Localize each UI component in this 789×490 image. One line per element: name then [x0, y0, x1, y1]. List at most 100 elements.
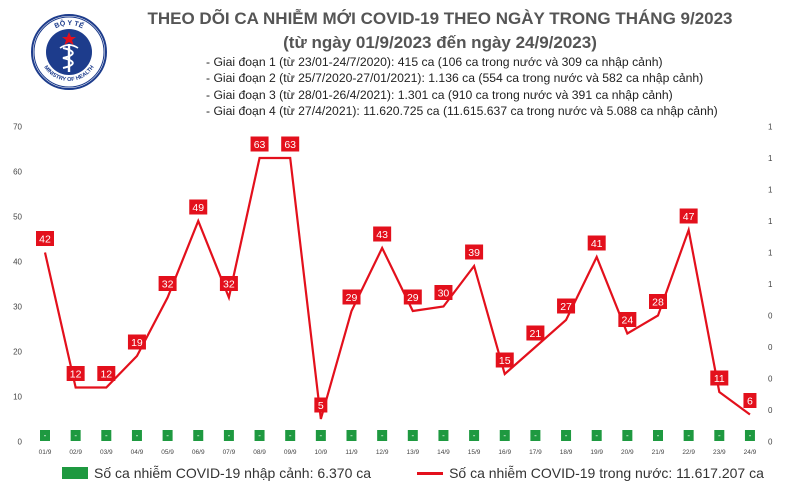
data-label: 6: [747, 396, 753, 408]
x-axis-tick-label: 18/9: [560, 449, 573, 456]
data-label-box: [314, 397, 328, 413]
imported-bar-label: -: [565, 431, 568, 440]
imported-bar: [438, 430, 449, 441]
x-axis-tick-label: 12/9: [376, 449, 389, 456]
imported-bar: [407, 430, 418, 441]
legend-label-domestic: Số ca nhiễm COVID-19 trong nước: 11.617.…: [449, 465, 764, 481]
imported-bar-label: -: [166, 431, 169, 440]
imported-bar-label: -: [320, 431, 323, 440]
imported-bar-label: -: [74, 431, 77, 440]
phase-item: - Giai đoạn 3 (từ 28/01-26/4/2021): 1.30…: [206, 87, 673, 102]
imported-bar-label: -: [595, 431, 598, 440]
x-axis-tick-label: 20/9: [621, 449, 634, 456]
data-label-box: [250, 136, 269, 152]
imported-bar: [469, 430, 480, 441]
y-axis-tick-label: 50: [13, 213, 22, 222]
y-axis-tick-label: 40: [13, 258, 22, 267]
legend-label-imported: Số ca nhiễm COVID-19 nhập cảnh: 6.370 ca: [94, 465, 372, 481]
x-axis-tick-label: 07/9: [223, 449, 236, 456]
x-axis-tick-label: 16/9: [498, 449, 511, 456]
imported-bar: [591, 430, 602, 441]
data-label-box: [127, 334, 146, 350]
imported-bar: [131, 430, 142, 441]
data-label-box: [495, 352, 514, 368]
imported-bar: [40, 430, 50, 441]
x-axis-tick-label: 08/9: [253, 449, 266, 456]
imported-bar: [223, 430, 234, 441]
x-axis-tick-label: 03/9: [100, 449, 113, 456]
data-label-box: [465, 244, 484, 260]
y2-axis-tick-label: 0: [768, 406, 773, 415]
data-label: 30: [438, 288, 450, 300]
x-axis-tick-label: 10/9: [315, 449, 328, 456]
x-axis-tick-label: 06/9: [192, 449, 205, 456]
imported-bar: [101, 430, 112, 441]
data-label-box: [281, 136, 300, 152]
imported-bar-label: -: [473, 431, 476, 440]
phase-summary-list: - Giai đoạn 1 (từ 23/01-24/7/2020): 415 …: [206, 54, 718, 119]
y2-axis-tick-label: 1: [768, 123, 773, 132]
data-label-box: [373, 226, 392, 242]
data-label: 5: [318, 400, 324, 412]
legend-swatch-domestic: [417, 471, 444, 475]
imported-bar-label: -: [657, 431, 660, 440]
phase-item: - Giai đoạn 1 (từ 23/01-24/7/2020): 415 …: [206, 55, 663, 69]
data-label: 63: [284, 139, 296, 151]
data-label: 24: [622, 315, 634, 327]
y-axis-tick-label: 30: [13, 303, 22, 312]
imported-bar-label: -: [44, 431, 47, 440]
data-label: 27: [560, 301, 572, 313]
imported-bar-label: -: [718, 431, 721, 440]
data-label-box: [743, 393, 757, 408]
imported-bar-label: -: [381, 431, 384, 440]
imported-bar: [622, 430, 633, 441]
y2-axis-tick-label: 0: [768, 312, 773, 321]
data-label: 11: [714, 373, 725, 385]
x-axis-tick-label: 02/9: [69, 449, 82, 456]
x-axis-tick-label: 24/9: [744, 449, 757, 456]
y-axis-tick-label: 10: [13, 393, 22, 402]
page-title: THEO DÕI CA NHIỄM MỚI COVID-19 THEO NGÀY…: [147, 9, 733, 28]
page-subtitle: (từ ngày 01/9/2023 đến ngày 24/9/2023): [283, 33, 597, 52]
data-label-box: [158, 276, 177, 291]
legend-item-imported: Số ca nhiễm COVID-19 nhập cảnh: 6.370 ca: [62, 465, 371, 481]
data-label: 32: [223, 279, 235, 291]
x-axis-tick-label: 17/9: [529, 449, 542, 456]
imported-bar-label: -: [350, 431, 353, 440]
data-label: 39: [468, 247, 480, 259]
data-label-box: [587, 235, 606, 251]
phase-item: - Giai đoạn 4 (từ 27/4/2021): 11.620.725…: [206, 103, 718, 118]
imported-bar-label: -: [687, 431, 690, 440]
imported-bar: [744, 430, 755, 441]
imported-bar: [70, 430, 81, 441]
y2-axis-tick-label: 1: [768, 186, 773, 195]
data-label: 47: [683, 211, 695, 223]
data-label-box: [526, 325, 545, 341]
imported-bar-label: -: [534, 431, 537, 440]
data-label-box: [66, 366, 85, 381]
data-label-box: [557, 298, 576, 314]
imported-bar-label: -: [749, 431, 752, 440]
data-label-box: [434, 285, 453, 300]
data-label-box: [189, 199, 208, 215]
imported-bar-label: -: [289, 431, 292, 440]
data-label-box: [618, 312, 637, 327]
imported-bar: [377, 430, 388, 441]
imported-bar-label: -: [197, 431, 200, 440]
data-label-box: [649, 294, 667, 309]
imported-bar-label: -: [626, 431, 629, 440]
imported-bar: [315, 430, 326, 441]
y2-axis-tick-label: 1: [768, 154, 773, 163]
data-label-box: [219, 276, 238, 291]
imported-bar-label: -: [411, 431, 414, 440]
data-label-box: [403, 289, 422, 305]
chart-legend: Số ca nhiễm COVID-19 nhập cảnh: 6.370 ca…: [62, 465, 764, 481]
imported-bar-label: -: [258, 431, 261, 440]
imported-bar-label: -: [105, 431, 108, 440]
data-label: 49: [192, 202, 204, 214]
imported-bar: [193, 430, 204, 441]
imported-bar: [561, 430, 572, 441]
imported-bar-label: -: [136, 431, 139, 440]
imported-bar-label: -: [228, 431, 231, 440]
